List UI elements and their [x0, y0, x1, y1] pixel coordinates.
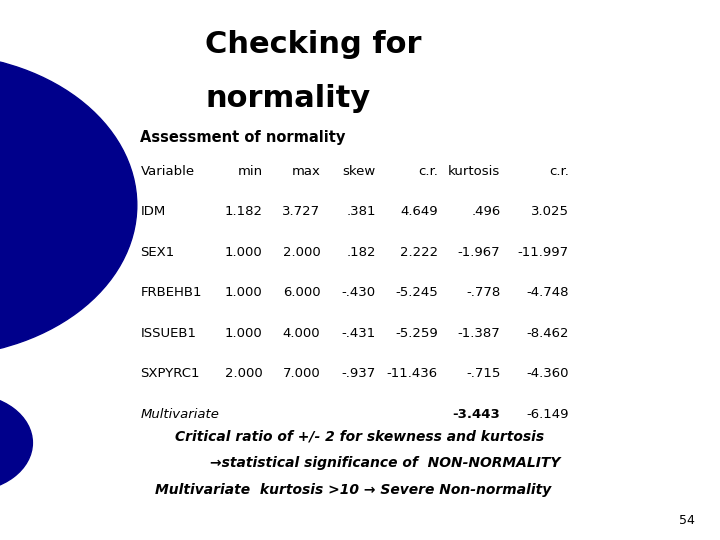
Text: 1.000: 1.000	[225, 327, 263, 340]
Text: .496: .496	[471, 205, 500, 218]
Text: 4.000: 4.000	[283, 327, 320, 340]
Text: SXPYRC1: SXPYRC1	[140, 367, 200, 380]
Text: -5.259: -5.259	[395, 327, 438, 340]
Text: Assessment of normality: Assessment of normality	[140, 130, 346, 145]
Text: -3.443: -3.443	[453, 408, 500, 421]
Text: -4.748: -4.748	[526, 286, 569, 299]
Text: 2.000: 2.000	[225, 367, 263, 380]
Text: 1.000: 1.000	[225, 286, 263, 299]
Text: c.r.: c.r.	[549, 165, 569, 178]
Text: 2.000: 2.000	[283, 246, 320, 259]
Text: IDM: IDM	[140, 205, 166, 218]
Text: Multivariate: Multivariate	[140, 408, 220, 421]
Text: 1.182: 1.182	[225, 205, 263, 218]
Text: -.430: -.430	[342, 286, 376, 299]
Text: ISSUEB1: ISSUEB1	[140, 327, 197, 340]
Text: normality: normality	[205, 84, 371, 113]
Circle shape	[0, 394, 32, 491]
Text: .381: .381	[346, 205, 376, 218]
Text: 4.649: 4.649	[400, 205, 438, 218]
Text: -8.462: -8.462	[526, 327, 569, 340]
Text: Variable: Variable	[140, 165, 194, 178]
Text: FRBEHB1: FRBEHB1	[140, 286, 202, 299]
Text: -4.360: -4.360	[526, 367, 569, 380]
Text: -1.387: -1.387	[458, 327, 500, 340]
Text: max: max	[292, 165, 320, 178]
Text: kurtosis: kurtosis	[448, 165, 500, 178]
Text: Critical ratio of +/- 2 for skewness and kurtosis: Critical ratio of +/- 2 for skewness and…	[176, 429, 544, 443]
Text: -.715: -.715	[466, 367, 500, 380]
Text: -6.149: -6.149	[526, 408, 569, 421]
Text: 3.025: 3.025	[531, 205, 569, 218]
Text: -11.997: -11.997	[518, 246, 569, 259]
Circle shape	[0, 54, 137, 356]
Text: SEX1: SEX1	[140, 246, 175, 259]
Text: -.937: -.937	[341, 367, 376, 380]
Text: skew: skew	[343, 165, 376, 178]
Text: →statistical significance of  NON-NORMALITY: →statistical significance of NON-NORMALI…	[210, 456, 560, 470]
Text: 1.000: 1.000	[225, 246, 263, 259]
Text: -1.967: -1.967	[458, 246, 500, 259]
Text: min: min	[238, 165, 263, 178]
Text: 54: 54	[679, 514, 695, 526]
Text: -5.245: -5.245	[395, 286, 438, 299]
Text: 6.000: 6.000	[283, 286, 320, 299]
Text: 7.000: 7.000	[283, 367, 320, 380]
Text: -.778: -.778	[466, 286, 500, 299]
Text: 2.222: 2.222	[400, 246, 438, 259]
Text: 3.727: 3.727	[282, 205, 320, 218]
Text: c.r.: c.r.	[418, 165, 438, 178]
Text: Multivariate  kurtosis >10 → Severe Non-normality: Multivariate kurtosis >10 → Severe Non-n…	[155, 483, 551, 497]
Text: -.431: -.431	[341, 327, 376, 340]
Text: .182: .182	[346, 246, 376, 259]
Text: -11.436: -11.436	[387, 367, 438, 380]
Text: Checking for: Checking for	[205, 30, 422, 59]
